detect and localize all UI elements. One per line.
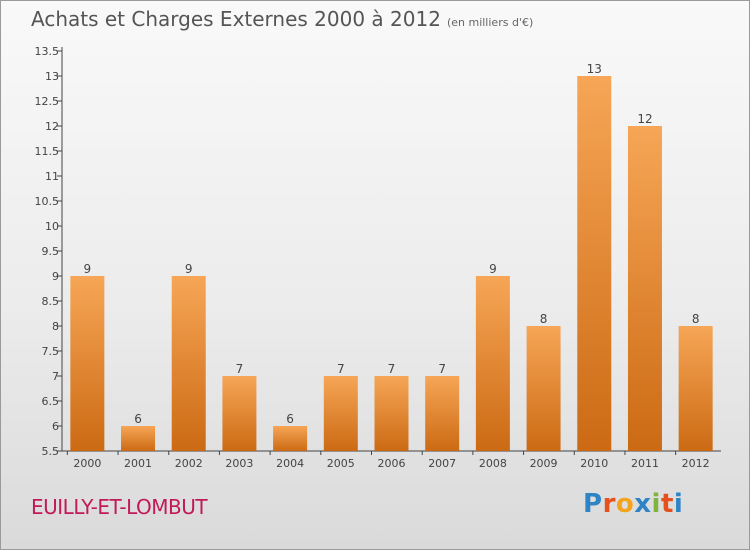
- y-tick-label: 10.5: [35, 195, 60, 208]
- chart-y-labels: 5.5 6 6.5 7 7.5 8 8.5 9 9.5 10 10.5 11 11.5 12 12.5 13 1…: [35, 45, 60, 458]
- y-tick-label: 9.5: [42, 245, 60, 258]
- bar-value-label: 8: [540, 312, 548, 326]
- bar-value-label: 6: [134, 412, 142, 426]
- x-tick-label: 2000: [73, 457, 101, 470]
- x-tick-label: 2009: [530, 457, 558, 470]
- bar: [577, 76, 612, 451]
- y-tick-label: 5.5: [42, 445, 60, 458]
- y-tick-label: 13: [45, 70, 59, 83]
- y-tick-label: 10: [45, 220, 59, 233]
- y-tick-label: 12: [45, 120, 59, 133]
- bar-value-label: 13: [587, 62, 602, 76]
- x-tick-label: 2011: [631, 457, 659, 470]
- y-tick-label: 11.5: [35, 145, 60, 158]
- bar-value-label: 7: [337, 362, 345, 376]
- bar: [273, 426, 308, 451]
- y-tick-label: 6.5: [42, 395, 60, 408]
- x-tick-label: 2007: [428, 457, 456, 470]
- chart-x-labels: 2000 2001 2002 2003 2004 2005 2006 2007 2008 2009…: [73, 457, 709, 470]
- bar: [627, 126, 662, 451]
- x-tick-label: 2001: [124, 457, 152, 470]
- chart-bars: [70, 76, 713, 451]
- y-tick-label: 7: [52, 370, 59, 383]
- bar: [323, 376, 358, 451]
- bar: [70, 276, 105, 451]
- y-tick-label: 8: [52, 320, 59, 333]
- y-tick-label: 13.5: [35, 45, 60, 58]
- proxiti-logo[interactable]: Proxiti: [583, 489, 684, 519]
- y-tick-label: 9: [52, 270, 59, 283]
- x-tick-label: 2006: [378, 457, 406, 470]
- y-tick-label: 7.5: [42, 345, 60, 358]
- chart-subtitle: (en milliers d'€): [446, 16, 534, 29]
- chart-title: Achats et Charges Externes 2000 à 2012 (e…: [31, 7, 533, 31]
- bar: [222, 376, 257, 451]
- bar: [374, 376, 409, 451]
- x-tick-label: 2010: [580, 457, 608, 470]
- bar: [425, 376, 460, 451]
- bar: [171, 276, 206, 451]
- y-tick-label: 8.5: [42, 295, 60, 308]
- bar: [526, 326, 561, 451]
- bar-value-label: 12: [637, 112, 652, 126]
- x-tick-label: 2008: [479, 457, 507, 470]
- x-tick-label: 2004: [276, 457, 304, 470]
- y-tick-label: 12.5: [35, 95, 60, 108]
- bar-value-label: 9: [84, 262, 92, 276]
- bar-value-label: 8: [692, 312, 700, 326]
- bar-value-label: 7: [236, 362, 244, 376]
- bar-value-label: 7: [438, 362, 446, 376]
- x-tick-label: 2002: [175, 457, 203, 470]
- bar: [475, 276, 510, 451]
- bar-value-label: 6: [286, 412, 294, 426]
- y-tick-label: 11: [45, 170, 59, 183]
- x-tick-label: 2012: [682, 457, 710, 470]
- bar-value-label: 9: [489, 262, 497, 276]
- x-tick-label: 2003: [225, 457, 253, 470]
- title-text: Achats et Charges Externes 2000 à 2012: [31, 7, 441, 31]
- bar-value-label: 9: [185, 262, 193, 276]
- x-tick-label: 2005: [327, 457, 355, 470]
- bar: [678, 326, 713, 451]
- bar-value-label: 7: [388, 362, 396, 376]
- commune-name: EUILLY-ET-LOMBUT: [31, 495, 208, 519]
- chart-value-labels: 9 6 9 7 6 7 7 7 9 8 13 12 8: [84, 62, 700, 426]
- y-tick-label: 6: [52, 420, 59, 433]
- bar: [121, 426, 156, 451]
